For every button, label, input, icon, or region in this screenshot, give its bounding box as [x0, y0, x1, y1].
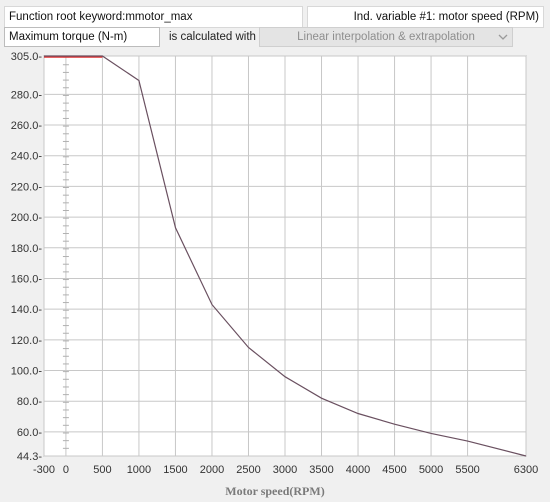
y-tick-label: 200.0- — [11, 212, 43, 224]
x-tick-label: 2000 — [200, 464, 224, 476]
x-tick-label: 500 — [93, 464, 111, 476]
interpolation-method-select[interactable]: Linear interpolation & extrapolation — [259, 27, 513, 47]
grid — [43, 55, 527, 457]
y-tick-label: 160.0- — [11, 273, 43, 285]
y-tick-label: 240.0- — [11, 151, 43, 163]
y-tick-label: 100.0- — [11, 366, 43, 378]
y-tick-labels: 44.3- 60.0- 80.0- 100.0- 120.0- 140.0- 160.0- 1… — [11, 51, 43, 463]
ind-variable-value: motor speed (RPM) — [438, 11, 539, 23]
ind-variable-label: Ind. variable #1: — [353, 11, 436, 23]
x-tick-label: 2500 — [236, 464, 260, 476]
torque-speed-chart: 44.3- 60.0- 80.0- 100.0- 120.0- 140.0- 160.0- 1… — [11, 51, 538, 498]
chevron-down-icon — [498, 34, 508, 40]
independent-variable-field[interactable]: Ind. variable #1: motor speed (RPM) — [307, 6, 544, 28]
y-tick-label: 220.0- — [11, 181, 43, 193]
x-tick-label: 4000 — [346, 464, 370, 476]
x-tick-label: 5000 — [419, 464, 443, 476]
x-tick-label: 1500 — [163, 464, 187, 476]
x-tick-label: 5500 — [455, 464, 479, 476]
root-keyword-value: mmotor_max — [125, 11, 193, 23]
y-tick-label: 140.0- — [11, 304, 43, 316]
y-tick-label: 260.0- — [11, 120, 43, 132]
y-tick-label: 44.3- — [17, 451, 42, 463]
x-tick-labels: -300 0 500 1000 1500 2000 2500 3000 3500 4000 4500… — [33, 464, 538, 476]
y-tick-label: 305.0- — [11, 51, 43, 63]
series-line — [44, 55, 527, 457]
x-tick-label: -300 — [33, 464, 55, 476]
y-tick-label: 80.0- — [17, 396, 42, 408]
x-tick-label: 3500 — [309, 464, 333, 476]
interpolation-method-value: Linear interpolation & extrapolation — [297, 31, 475, 43]
y-tick-label: 120.0- — [11, 335, 43, 347]
x-axis-title: Motor speed(RPM) — [225, 484, 324, 498]
y-tick-label: 60.0- — [17, 427, 42, 439]
y-tick-label: 180.0- — [11, 243, 43, 255]
calculated-with-label: is calculated with — [169, 31, 256, 43]
root-keyword-label: Function root keyword: — [9, 11, 126, 23]
x-tick-label: 1000 — [127, 464, 151, 476]
x-tick-label: 0 — [63, 464, 69, 476]
dependent-variable-field[interactable]: Maximum torque (N-m) — [4, 27, 160, 47]
x-tick-label: 3000 — [273, 464, 297, 476]
y-tick-label: 280.0- — [11, 89, 43, 101]
x-tick-label: 4500 — [382, 464, 406, 476]
x-tick-label: 6300 — [514, 464, 538, 476]
root-keyword-field[interactable]: Function root keyword:mmotor_max — [4, 6, 303, 28]
